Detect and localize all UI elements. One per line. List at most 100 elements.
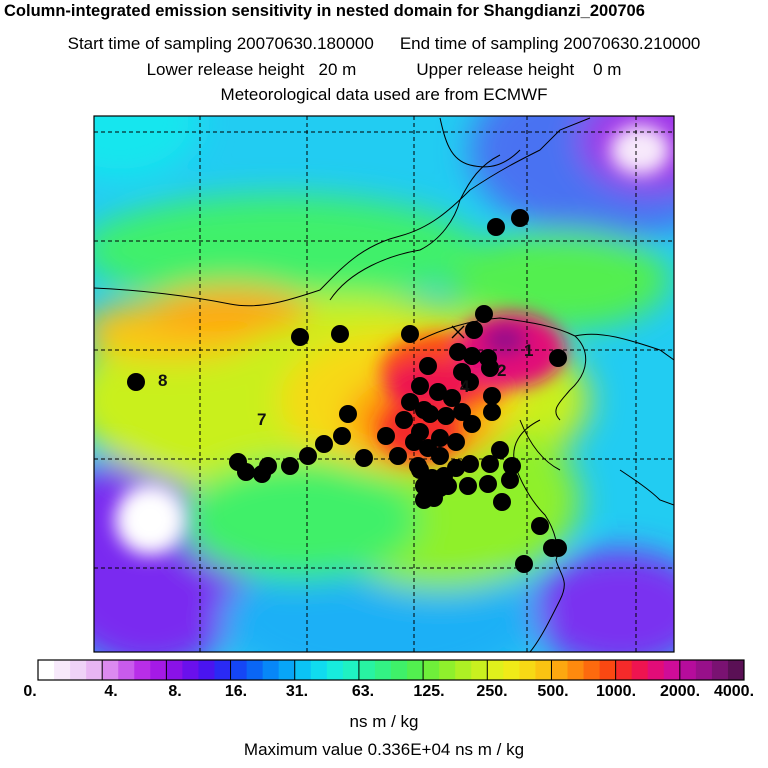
particle-dot [229,453,247,471]
particle-dot [493,493,511,511]
sampling-times: Start time of sampling 20070630.180000 En… [0,34,768,54]
particle-dot [491,441,509,459]
particle-dot [429,383,447,401]
particle-dot [431,447,449,465]
colorbar-tick-label: 31. [285,683,309,700]
x-marker-icon [451,325,465,339]
particle-dot [549,539,567,557]
colorbar-swatch [695,660,713,680]
cluster-label-4: 4 [460,377,470,396]
colorbar-swatch [583,660,601,680]
particle-dot [339,405,357,423]
particle-dot [431,429,449,447]
particle-dot [253,465,271,483]
colorbar-swatch [86,660,103,680]
particle-dot [549,349,567,367]
colorbar-swatch [663,660,681,680]
colorbar-swatch [230,660,248,680]
particle-dot [461,373,479,391]
particle-dot [463,347,481,365]
colorbar-tick-label: 250. [476,683,508,700]
particle-dot [355,449,373,467]
colorbar-swatch [262,660,280,680]
particle-positions [127,209,567,573]
particle-dot [431,479,449,497]
particle-dot [377,427,395,445]
end-time-label: End time of sampling 20070630.210000 [399,34,701,53]
particle-dot [401,393,419,411]
maximum-value: Maximum value 0.336E+04 ns m / kg [243,740,525,759]
particle-dot [463,415,481,433]
colorbar-tick-label: 2000. [659,683,701,700]
colorbar-swatch [711,660,729,680]
colorbar-swatch [615,660,633,680]
colorbar-swatch [134,660,151,680]
colorbar-swatch [326,660,344,680]
colorbar-swatch [198,660,215,680]
particle-dot [401,325,419,343]
colorbar-swatch [471,660,488,680]
colorbar-tick-label: 125. [413,683,445,700]
particle-dot [479,475,497,493]
colorbar-tick-label: 63. [351,683,375,700]
colorbar-swatch [246,660,264,680]
colorbar-swatch [342,660,360,680]
particle-dot [395,411,413,429]
particle-dot [291,328,309,346]
colorbar-swatch [166,660,183,680]
particle-dot [331,325,349,343]
cluster-label-7: 7 [257,410,266,429]
colorbar-tick-label: 1000. [595,683,637,700]
cluster-label-1: 1 [524,341,533,360]
colorbar-swatch [38,660,55,680]
particle-dot [511,209,529,227]
colorbar-swatch [391,660,408,680]
colorbar-swatch [358,660,376,680]
particle-dot [443,389,461,407]
particle-dot [461,455,479,473]
particle-dot [409,457,427,475]
particle-dot [419,357,437,375]
lat-lon-grid [94,116,674,652]
colorbar-swatch [631,660,649,680]
particle-dot [421,405,439,423]
colorbar-swatch [487,660,504,680]
start-time-label: Start time of sampling 20070630.180000 [67,34,374,53]
colorbar-swatch [503,660,520,680]
colorbar-swatch [150,660,167,680]
map-title: Column-integrated emission sensitivity i… [4,2,645,20]
particle-dot [515,555,533,573]
particle-dot [389,447,407,465]
colorbar-tick-label: 0. [23,683,37,700]
particle-dot [465,321,483,339]
particle-dot [315,435,333,453]
colorbar-tick-label: 4000. [713,683,755,700]
colorbar-swatch [519,660,536,680]
particle-dot [531,517,549,535]
colorbar-swatch [407,660,424,680]
particle-dot [501,471,519,489]
colorbar-units: ns m / kg [349,712,419,731]
colorbar-tick-label: 16. [224,683,248,700]
colorbar-swatch [118,660,135,680]
particle-dot [475,305,493,323]
colorbar-swatch [54,660,71,680]
particle-dot [483,403,501,421]
colorbar-swatch [294,660,312,680]
colorbar-swatch [214,660,232,680]
particle-dot [299,447,317,465]
cluster-label-2: 2 [497,361,506,380]
colorbar-swatch [374,660,392,680]
colorbar-swatch [679,660,697,680]
colorbar-swatch [567,660,585,680]
colorbar-swatch [278,660,296,680]
lower-release-label: Lower release height 20 m [146,60,357,79]
colorbar-swatch [102,660,119,680]
sensitivity-field [94,116,674,652]
particle-dot [437,407,455,425]
colorbar-swatch [551,660,568,680]
particle-dot [415,477,433,495]
particle-dot [449,343,467,361]
colorbar [38,660,745,680]
